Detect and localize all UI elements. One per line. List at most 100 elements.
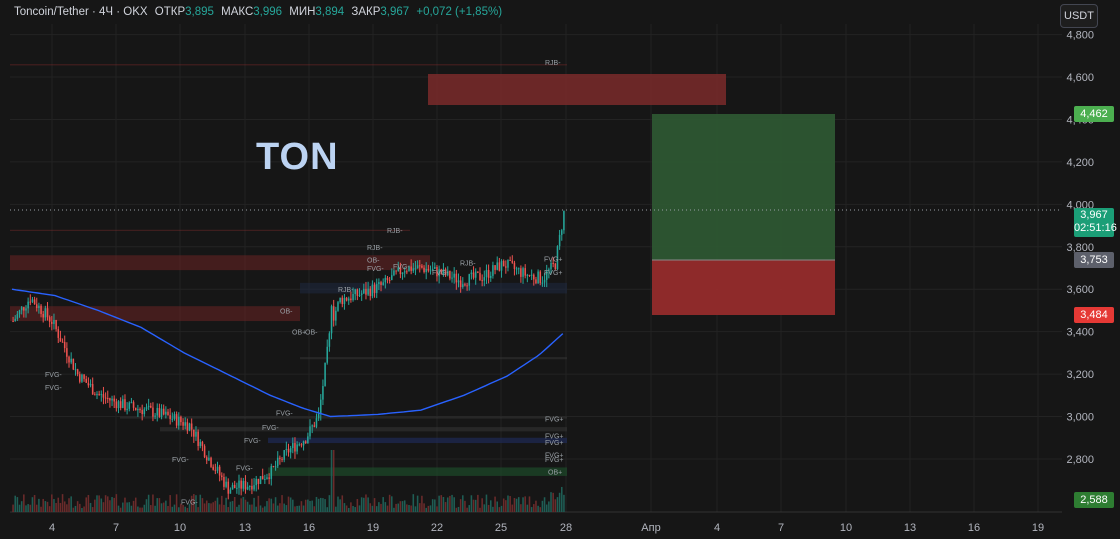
candle-body xyxy=(416,265,419,269)
chart-annotation-text[interactable]: TON xyxy=(256,136,339,178)
volume-bar xyxy=(412,494,415,512)
candle-body xyxy=(530,274,533,276)
volume-bar xyxy=(324,499,326,512)
candle-body xyxy=(391,275,393,281)
candle-body xyxy=(193,429,195,437)
candle-body xyxy=(317,413,320,419)
candle-body xyxy=(502,260,505,267)
candle-body xyxy=(515,268,518,270)
volume-bar xyxy=(184,506,186,512)
candle-body xyxy=(322,386,324,400)
candle-body xyxy=(511,260,514,263)
candle-body xyxy=(18,310,21,315)
volume-bar xyxy=(466,507,468,512)
volume-bar xyxy=(102,502,105,512)
volume-bar xyxy=(335,506,337,512)
candle-countdown: 02:51:16 xyxy=(1074,222,1117,234)
volume-bar xyxy=(560,486,563,512)
volume-bar xyxy=(311,500,313,512)
price-axis: 2,8003,0003,2003,4003,6003,8004,0004,200… xyxy=(1066,30,1094,466)
candle-body xyxy=(40,305,42,315)
volume-bar xyxy=(354,507,356,512)
volume-bar xyxy=(302,505,305,512)
candle-body xyxy=(141,410,143,415)
time-tick-label: 16 xyxy=(968,522,980,534)
candle-body xyxy=(378,282,380,285)
volume-bar xyxy=(111,497,113,512)
volume-bar xyxy=(104,495,107,512)
volume-bar xyxy=(268,498,270,512)
candle-body xyxy=(248,485,251,487)
volume-bar xyxy=(272,503,275,512)
candle-body xyxy=(143,409,146,415)
candle-body xyxy=(91,384,94,395)
volume-bar xyxy=(33,495,36,512)
volume-bar xyxy=(266,501,268,512)
volume-bar xyxy=(281,495,283,512)
candle-body xyxy=(154,415,156,417)
candle-body xyxy=(221,475,223,478)
candle-body xyxy=(296,444,298,452)
volume-bar xyxy=(91,507,94,512)
candle-body xyxy=(70,358,72,363)
smc-zone xyxy=(10,306,300,322)
candle-body xyxy=(29,301,32,303)
volume-bar xyxy=(53,499,55,512)
volume-bar xyxy=(248,504,251,512)
candle-body xyxy=(259,476,262,484)
candle-body xyxy=(98,393,100,395)
volume-bar xyxy=(556,497,559,512)
candle-body xyxy=(276,457,279,467)
currency-button[interactable]: USDT xyxy=(1060,4,1098,28)
price-tick-label: 3,000 xyxy=(1066,412,1094,424)
volume-bar xyxy=(337,496,339,512)
volume-bar xyxy=(526,504,529,512)
volume-bar xyxy=(160,503,163,512)
candle-body xyxy=(132,402,135,408)
volume-bar xyxy=(322,498,324,512)
candle-body xyxy=(356,289,359,296)
candle-body xyxy=(539,271,542,283)
time-tick-label: 10 xyxy=(840,522,852,534)
candle-body xyxy=(68,356,70,363)
volume-bar xyxy=(35,504,38,512)
entry-price-tag: 3,753 xyxy=(1074,252,1114,268)
candle-body xyxy=(165,411,167,415)
symbol-name[interactable]: Toncoin/Tether · 4Ч · OKX xyxy=(14,6,148,18)
volume-bar xyxy=(261,507,264,512)
volume-bar xyxy=(309,500,311,512)
candle-body xyxy=(66,348,68,357)
volume-bar xyxy=(83,506,85,512)
candle-body xyxy=(270,465,273,479)
volume-bar xyxy=(44,501,47,512)
volume-bar xyxy=(152,494,154,512)
volume-bar xyxy=(371,505,374,512)
volume-bar xyxy=(218,504,221,512)
volume-bar xyxy=(63,501,66,512)
candle-body xyxy=(216,466,219,471)
volume-bar xyxy=(507,495,509,512)
candle-body xyxy=(477,271,479,273)
candle-body xyxy=(180,416,182,423)
volume-bar xyxy=(474,499,477,512)
volume-bar xyxy=(113,497,115,512)
chart-zones xyxy=(10,64,567,476)
volume-bar xyxy=(436,506,438,512)
candle-body xyxy=(371,284,374,297)
volume-bar xyxy=(552,492,554,512)
candle-body xyxy=(283,450,285,460)
candle-body xyxy=(53,320,55,324)
volume-bar xyxy=(455,507,458,512)
candle-body xyxy=(109,398,111,401)
candle-body xyxy=(444,269,447,276)
candle-body xyxy=(251,485,253,490)
candle-body xyxy=(556,246,559,270)
volume-bar xyxy=(20,501,23,512)
volume-bar xyxy=(330,450,333,512)
volume-bar xyxy=(66,504,68,512)
candle-body xyxy=(369,288,372,297)
volume-bar xyxy=(177,507,180,512)
volume-bar xyxy=(470,495,473,512)
volume-bar xyxy=(128,502,131,512)
